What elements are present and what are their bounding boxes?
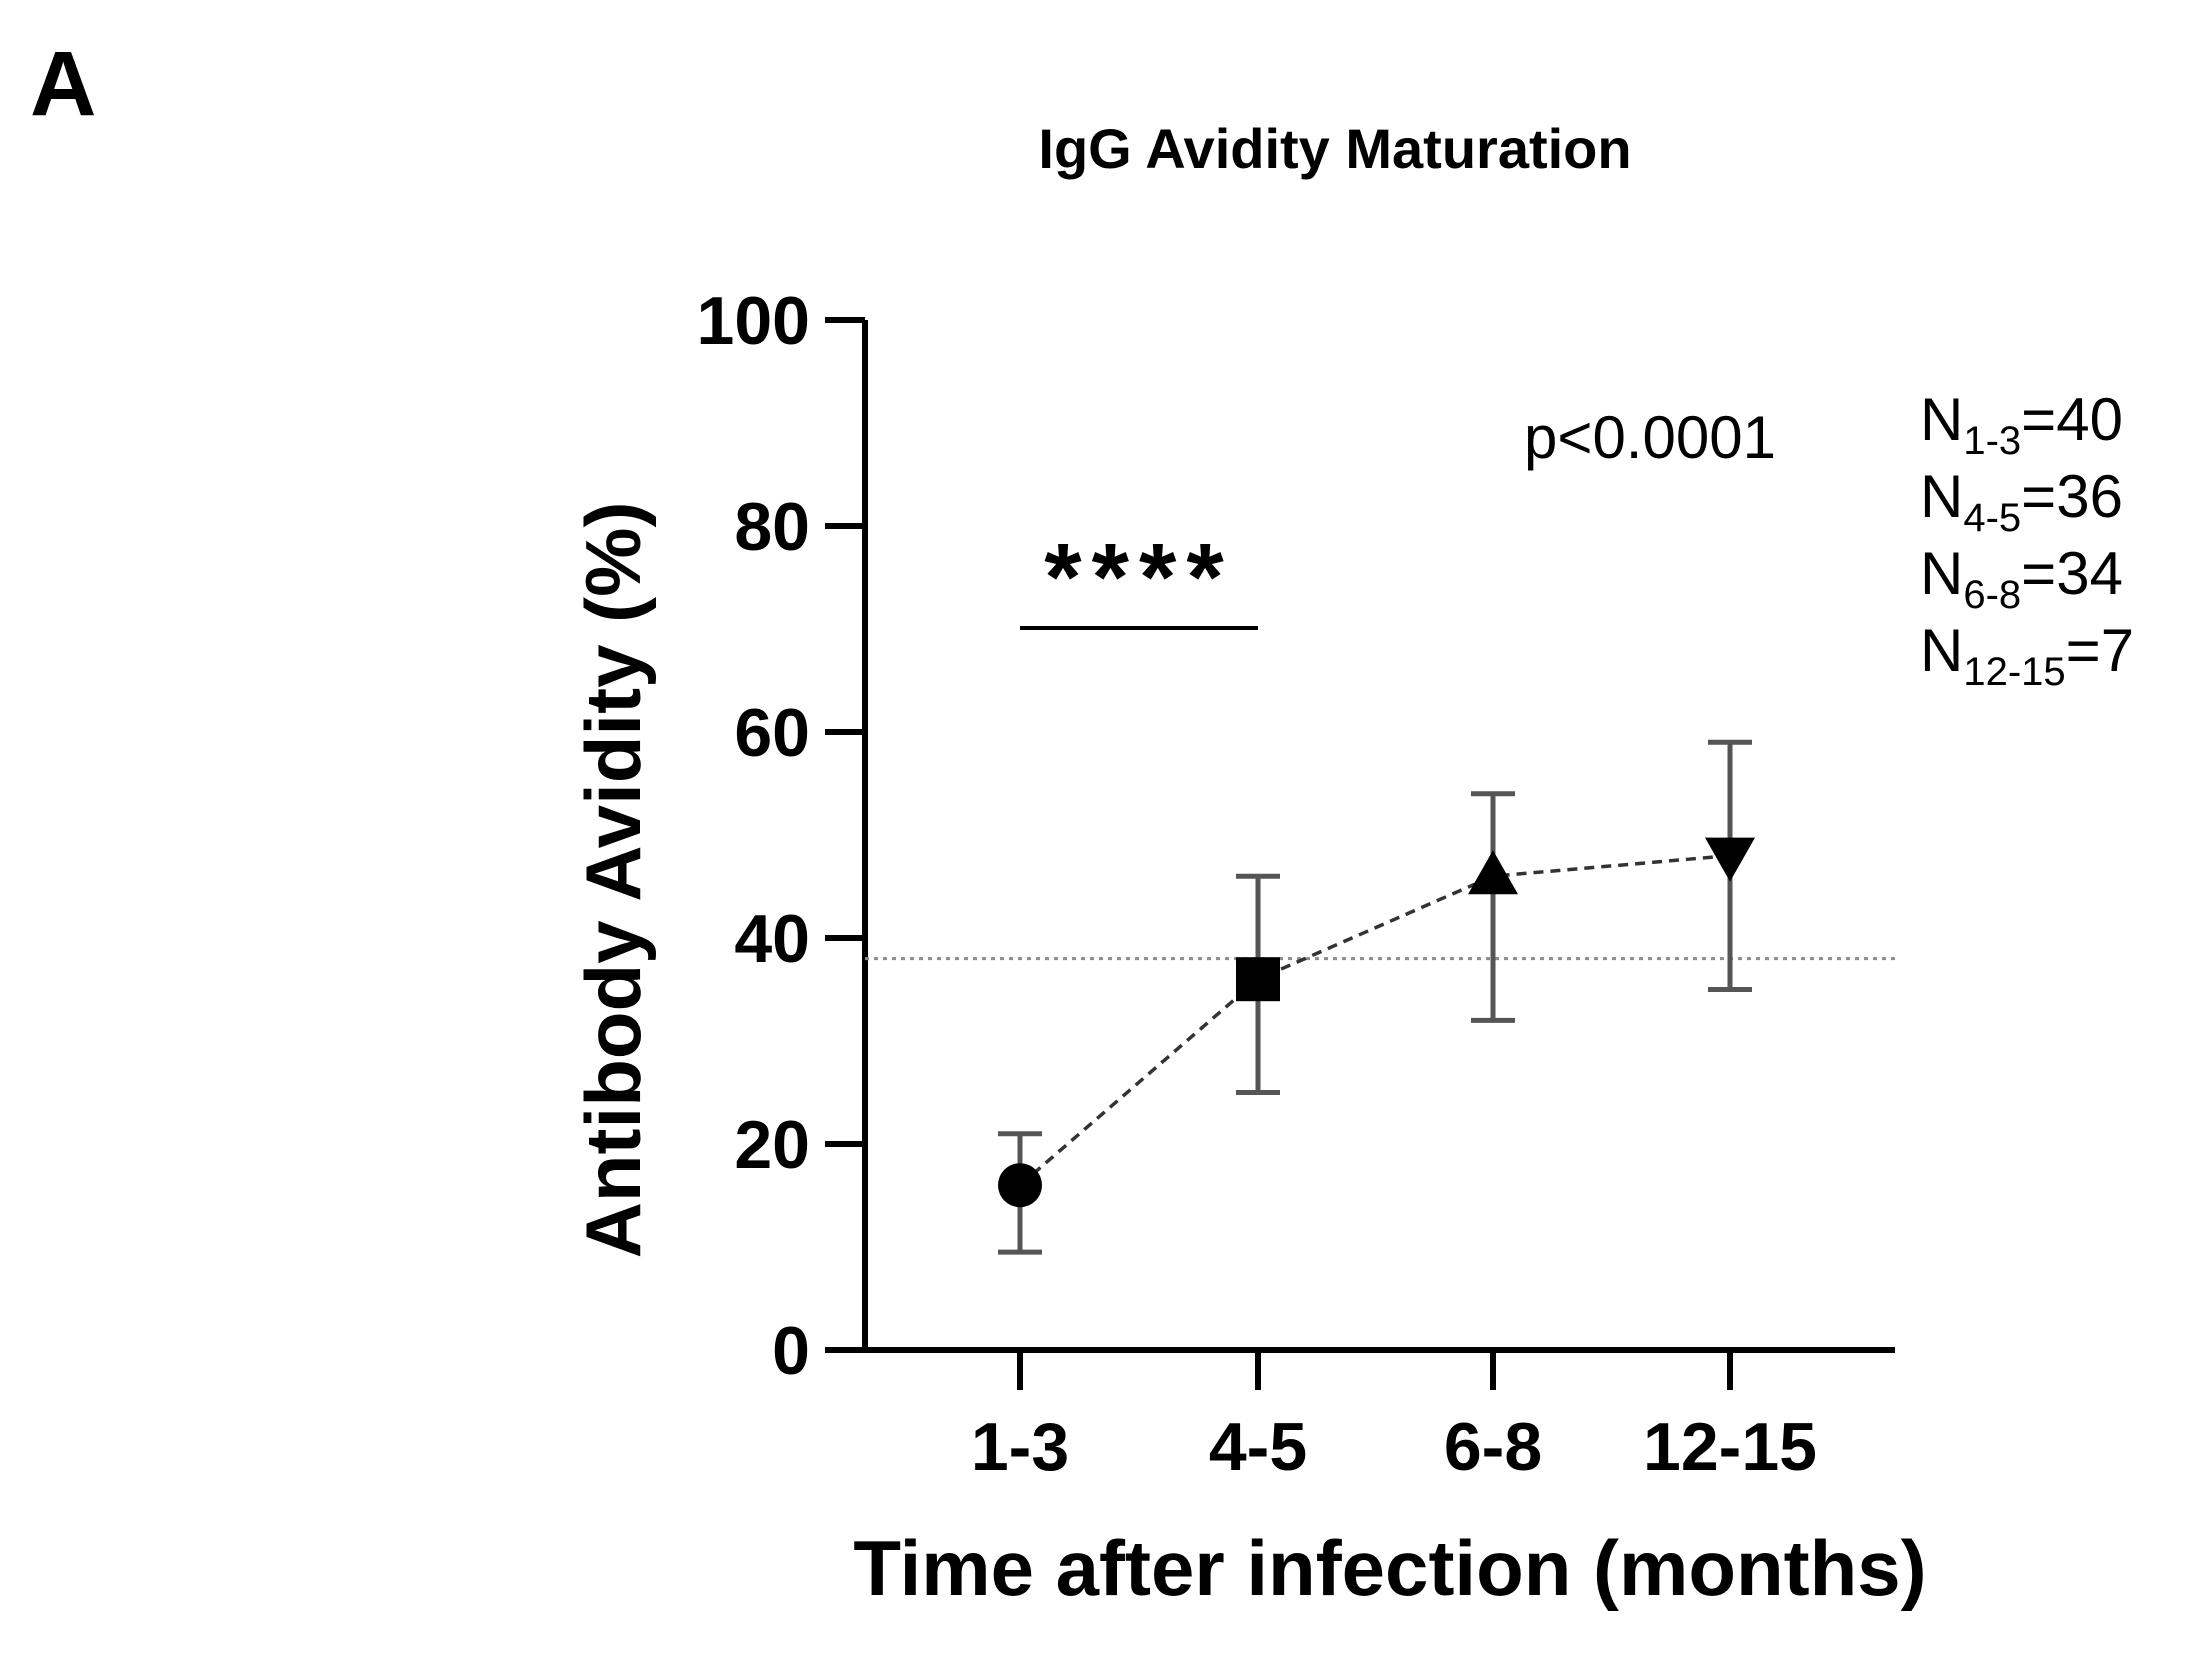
sample-size-label: N12-15=7: [1920, 617, 2134, 694]
y-tick-label: 0: [772, 1313, 810, 1389]
y-tick-label: 60: [734, 695, 810, 771]
sample-size-label: N6-8=34: [1920, 540, 2123, 617]
series-line: [1018, 853, 1731, 1187]
y-tick-label: 20: [734, 1107, 810, 1183]
significance-annotation: ****: [1020, 524, 1258, 631]
y-tick-label: 80: [734, 489, 810, 565]
y-tick-label: 40: [734, 901, 810, 977]
x-tick-label: 6-8: [1444, 1409, 1542, 1485]
panel-letter: A: [30, 33, 96, 135]
data-point-triangle-up: [1468, 850, 1518, 895]
data-point-triangle-down: [1705, 837, 1755, 882]
x-tick-label: 12-15: [1643, 1409, 1817, 1485]
data-layer: [998, 739, 1755, 1255]
data-point-circle: [998, 1163, 1042, 1208]
x-tick-label: 4-5: [1209, 1409, 1307, 1485]
sample-size-label: N1-3=40: [1920, 386, 2123, 463]
sample-size-label: N4-5=36: [1920, 463, 2123, 540]
y-tick-label: 100: [697, 283, 810, 359]
x-tick-label: 1-3: [971, 1409, 1069, 1485]
significance-stars: ****: [1044, 524, 1233, 631]
axes: 0 20 40 60 80 100 1-3 4-5 6-8 12-15: [697, 283, 1895, 1485]
p-value-label: p<0.0001: [1524, 404, 1776, 471]
y-axis-label: Antibody Avidity (%): [569, 502, 657, 1259]
x-axis-label: Time after infection (months): [853, 1524, 1926, 1612]
chart-title: IgG Avidity Maturation: [1038, 117, 1631, 180]
data-point-square: [1236, 957, 1280, 1002]
